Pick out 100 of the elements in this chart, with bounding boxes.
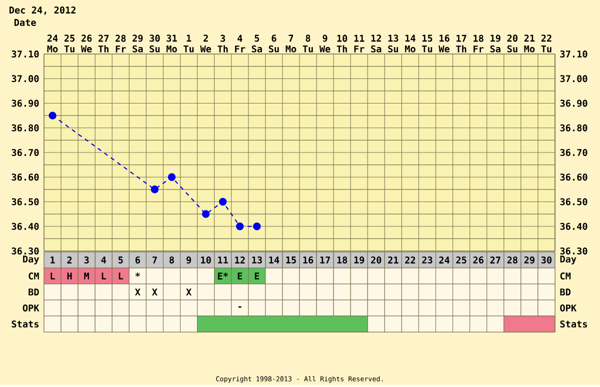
- x-tick-label: 6 Su: [268, 34, 279, 52]
- y-tick-label: 36.50: [12, 198, 39, 206]
- text: M: [84, 272, 90, 280]
- x-tick-label: 7 Mo: [286, 34, 296, 52]
- x-tick-label: 1 Tu: [184, 34, 194, 52]
- x-tick-label: 12: [235, 256, 245, 264]
- x-tick-label: 18 Fr: [474, 34, 484, 52]
- point: [218, 198, 227, 206]
- y-tick-label: 36.90: [12, 100, 39, 107]
- text: L: [102, 272, 106, 280]
- y-tick-label: OPK: [22, 304, 40, 312]
- x-tick-label: 22 Tu: [541, 34, 552, 52]
- x-tick-label: 28: [507, 256, 518, 264]
- x-tick-label: 4: [101, 256, 106, 264]
- x-tick-label: 27 Th: [98, 34, 109, 52]
- y-tick-label: 36.30: [12, 247, 39, 254]
- x-tick-label: 15: [286, 256, 296, 264]
- x-tick-label: 9 We: [319, 34, 330, 52]
- text: E: [254, 272, 260, 280]
- text: E*: [218, 272, 228, 280]
- x-tick-label: 3 Th: [218, 34, 228, 52]
- x-tick-label: 13: [252, 256, 262, 264]
- x-tick-label: 25: [456, 256, 466, 264]
- y2-tick-label: 36.90: [560, 100, 588, 107]
- text: Day: [560, 256, 576, 264]
- x-tick-label: 18: [337, 256, 348, 264]
- x-tick-label: 21: [388, 256, 398, 264]
- x-axis-title: Date: [14, 18, 36, 26]
- text: H: [67, 272, 72, 280]
- x-tick-label: 8: [170, 256, 174, 264]
- y-tick-label: 37.10: [12, 50, 39, 58]
- x-tick-label: 6: [135, 256, 140, 264]
- y2-tick-label: 36.70: [560, 148, 588, 156]
- x-tick-label: 26 We: [80, 34, 92, 52]
- x-tick-label: 12 Sa: [371, 34, 382, 52]
- x-axis-title: Day: [23, 256, 40, 264]
- x-tick-label: 5: [118, 256, 123, 264]
- x-tick-label: 10 Th: [336, 34, 348, 52]
- x-tick-label: 20 Su: [507, 34, 518, 52]
- x-tick-label: 15 Tu: [422, 34, 432, 52]
- text: X: [135, 288, 140, 296]
- x-tick-label: 17 Th: [456, 34, 466, 52]
- x-tick-label: 2 We: [200, 34, 212, 52]
- y2-tick-label: OPK: [560, 304, 577, 312]
- y2-tick-label: Stats: [560, 320, 588, 328]
- x-tick-label: 20: [371, 256, 382, 264]
- y2-tick-label: 37.00: [560, 75, 588, 82]
- x-tick-label: 27: [490, 256, 500, 264]
- x-tick-label: 26: [473, 256, 484, 264]
- x-tick-label: 24: [439, 256, 450, 264]
- x-tick-label: 16 We: [438, 34, 450, 52]
- x-tick-label: 21 Mo: [524, 34, 535, 52]
- x-tick-label: 25 Tu: [64, 34, 75, 52]
- point: [168, 173, 176, 181]
- text: L: [118, 272, 124, 280]
- y-tick-label: CM: [28, 272, 39, 280]
- y2-tick-label: 36.30: [560, 247, 588, 254]
- y2-tick-label: 36.40: [560, 222, 588, 230]
- point: [48, 112, 56, 120]
- x-tick-label: 23: [422, 256, 432, 264]
- x-tick-label: 28 Fr: [116, 34, 126, 52]
- point: [202, 210, 210, 218]
- text: X: [186, 288, 192, 296]
- y-tick-label: 37.00: [12, 75, 39, 82]
- x-tick-label: 30 Su: [150, 34, 160, 52]
- y2-tick-label: 37.10: [560, 50, 588, 58]
- x-tick-label: 5 Sa: [252, 34, 262, 52]
- text: L: [50, 272, 55, 280]
- y2-tick-label: 36.80: [560, 124, 588, 132]
- y2-tick-label: BD: [560, 288, 571, 296]
- y-tick-label: BD: [28, 288, 39, 296]
- y2-tick-label: 36.50: [560, 198, 588, 206]
- x-tick-label: 19 Sa: [490, 34, 500, 52]
- x-tick-label: 7: [152, 256, 157, 264]
- x-tick-label: 9: [186, 256, 191, 264]
- x-tick-label: 3: [84, 256, 89, 264]
- x-tick-label: 19: [354, 256, 364, 264]
- point: [236, 222, 244, 230]
- x-tick-label: 1: [50, 256, 55, 264]
- x-tick-label: 11 Fr: [354, 34, 364, 52]
- y2-tick-label: 36.60: [560, 174, 588, 181]
- x-tick-label: 24 Mo: [47, 34, 58, 52]
- point: [253, 222, 261, 230]
- y-tick-label: 36.70: [12, 148, 39, 156]
- y2-tick-label: CM: [560, 272, 571, 280]
- x-tick-label: 30: [541, 256, 552, 264]
- point: [150, 185, 159, 194]
- x-tick-label: 29 Sa: [132, 34, 143, 52]
- x-tick-label: 16: [303, 256, 314, 264]
- x-tick-label: 10: [201, 256, 211, 264]
- text: X: [152, 288, 158, 296]
- x-tick-label: 11: [218, 256, 228, 264]
- x-tick-label: 17: [320, 256, 330, 264]
- text: E: [238, 272, 242, 280]
- x-tick-label: 4 Fr: [235, 34, 246, 52]
- x-tick-label: 8 Tu: [302, 34, 313, 52]
- text: -: [238, 306, 242, 308]
- x-tick-label: 2: [67, 256, 72, 264]
- y-tick-label: 36.40: [12, 222, 39, 230]
- x-tick-label: 14: [269, 256, 280, 264]
